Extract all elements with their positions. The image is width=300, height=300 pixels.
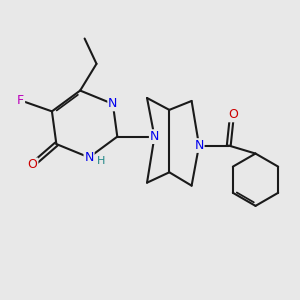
- Text: N: N: [150, 130, 159, 143]
- Text: H: H: [98, 156, 106, 166]
- Text: N: N: [84, 151, 94, 164]
- Text: O: O: [228, 108, 238, 122]
- Text: F: F: [17, 94, 24, 107]
- Text: N: N: [108, 98, 118, 110]
- Text: O: O: [28, 158, 38, 171]
- Text: N: N: [194, 139, 204, 152]
